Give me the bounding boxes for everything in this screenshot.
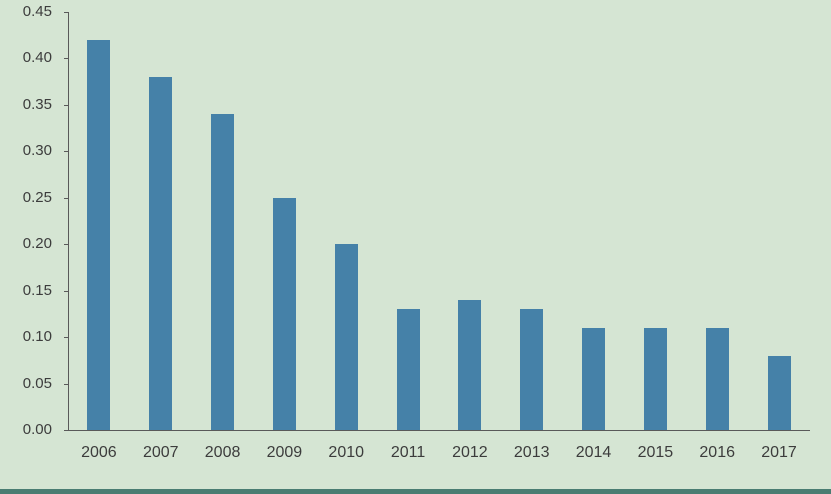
- x-tick-label: 2006: [81, 444, 117, 461]
- bar-2013: [520, 309, 544, 430]
- x-tick-label: 2016: [699, 444, 735, 461]
- x-tick-label: 2010: [328, 444, 365, 461]
- bar-slot: [315, 12, 377, 430]
- y-tick-mark: [64, 58, 68, 60]
- bar-2009: [272, 197, 296, 430]
- x-tick-label: 2007: [142, 444, 179, 461]
- bar-slot: [686, 12, 748, 430]
- bar-2015: [643, 327, 667, 430]
- x-tick-label: 2017: [761, 444, 797, 461]
- x-tick-label: 2009: [266, 444, 303, 461]
- bar-2012: [458, 299, 482, 430]
- bar-slot: [501, 12, 563, 430]
- bar-2008: [211, 114, 235, 430]
- bar-2007: [149, 77, 173, 430]
- x-tick-label: 2008: [204, 444, 241, 461]
- bar-2006: [87, 39, 111, 430]
- y-tick-mark: [64, 104, 68, 106]
- bar-slot: [68, 12, 130, 430]
- y-tick-mark: [64, 290, 68, 292]
- y-tick-label: 0.05: [22, 374, 52, 392]
- bar-slot: [748, 12, 810, 430]
- bar-2017: [767, 355, 791, 430]
- bar-2016: [705, 327, 729, 430]
- bar-slot: [130, 12, 192, 430]
- bar-slot: [192, 12, 254, 430]
- plot-area: [68, 12, 810, 430]
- y-tick-label: 0.30: [22, 142, 52, 160]
- y-tick-label: 0.45: [22, 3, 52, 20]
- x-tick-label: 2014: [575, 444, 612, 461]
- bar-2010: [334, 244, 358, 430]
- y-tick-mark: [64, 430, 68, 431]
- y-tick-mark: [64, 383, 68, 385]
- x-tick-label: 2015: [637, 444, 674, 461]
- bar-2014: [582, 327, 606, 430]
- bar-2011: [396, 309, 420, 430]
- x-tick-label: 2013: [513, 444, 550, 461]
- y-tick-label: 0.00: [22, 421, 52, 438]
- bar-slot: [439, 12, 501, 430]
- x-axis-tick-labels: 2006 2007 2008 2009 2010 2011 2012 2013 2014 2015…: [68, 440, 810, 466]
- y-tick-label: 0.40: [22, 49, 52, 67]
- y-tick-mark: [64, 244, 68, 246]
- bars-container: [68, 12, 810, 430]
- y-tick-mark: [64, 151, 68, 153]
- y-tick-label: 0.20: [22, 235, 52, 253]
- bar-slot: [624, 12, 686, 430]
- bar-slot: [563, 12, 625, 430]
- y-tick-label: 0.10: [22, 328, 52, 346]
- x-tick-label: 2012: [452, 444, 488, 461]
- x-tick-label: 2011: [390, 444, 426, 461]
- bottom-edge-strip: [0, 489, 831, 494]
- y-tick-mark: [64, 197, 68, 199]
- y-tick-label: 0.35: [22, 95, 52, 113]
- y-tick-label: 0.15: [22, 281, 52, 299]
- y-tick-label: 0.25: [22, 188, 52, 206]
- y-axis-tick-labels: 0.00 0.05 0.10 0.15 0.20 0.25 0.30 0.35 0.40 0.45: [0, 0, 60, 494]
- y-tick-mark: [64, 337, 68, 339]
- y-tick-mark: [64, 12, 68, 13]
- x-axis-line: [68, 430, 810, 431]
- bar-slot: [253, 12, 315, 430]
- bar-slot: [377, 12, 439, 430]
- y-axis-line: [68, 12, 69, 431]
